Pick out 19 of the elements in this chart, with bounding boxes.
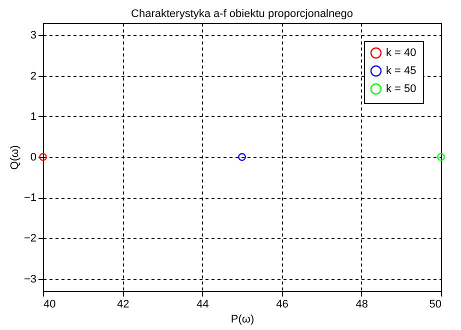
x-tick-label: 40 [44,298,56,310]
y-tick-label: 1 [30,110,36,123]
x-tick-label: 46 [276,298,288,310]
x-tick-label: 50 [429,298,442,310]
legend-label: k = 45 [386,65,416,77]
y-tick-label: −2 [24,232,36,245]
x-tick-label: 42 [116,298,130,310]
y-tick-label: −3 [24,273,36,286]
x-tick-label: 44 [196,298,209,310]
legend-label: k = 40 [386,47,416,59]
chart-title: Charakterystyka a-f obiektu proporcjonalnego [131,8,353,20]
y-tick-label: 3 [30,30,36,42]
x-tick-label: 48 [356,298,368,310]
y-tick-label: −1 [24,192,36,204]
y-axis-title: Q(ω) [8,145,21,170]
legend-label: k = 50 [386,83,416,95]
y-tick-label: 2 [30,70,36,82]
x-axis-title: P(ω) [230,314,254,326]
y-tick-label: 0 [30,152,36,164]
